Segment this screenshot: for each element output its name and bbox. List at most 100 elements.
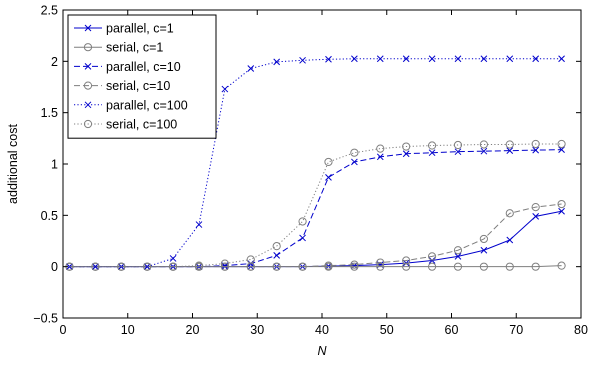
- data-point: [298, 262, 307, 271]
- x-tick-label: 80: [574, 323, 588, 337]
- data-point: [427, 252, 437, 261]
- data-point: [92, 263, 99, 271]
- data-point-stroke: [143, 263, 151, 271]
- data-point-stroke: [299, 56, 306, 64]
- y-tick-label: 0.5: [41, 209, 58, 223]
- data-point-stroke: [506, 236, 514, 244]
- data-point: [273, 252, 281, 259]
- data-point: [453, 262, 463, 271]
- y-axis-label: additional cost: [6, 124, 20, 204]
- data-point-stroke: [376, 55, 384, 63]
- x-axis-label: N: [317, 344, 327, 358]
- data-point-stroke: [532, 213, 540, 220]
- data-point: [402, 55, 410, 63]
- data-point: [557, 199, 566, 209]
- data-point: [402, 256, 411, 265]
- data-point-stroke: [351, 158, 358, 166]
- x-tick-label: 50: [380, 323, 394, 337]
- data-point-stroke: [428, 257, 436, 264]
- data-point-stroke: [558, 207, 565, 215]
- legend: parallel, c=1 serial, c=1 parallel, c=10 se…: [67, 14, 217, 139]
- data-point-stroke: [84, 63, 92, 70]
- data-point: [351, 55, 358, 63]
- data-point-stroke: [428, 149, 436, 157]
- data-point: [479, 140, 488, 149]
- data-point-stroke: [454, 148, 462, 156]
- data-point: [532, 213, 540, 220]
- data-point: [221, 85, 229, 93]
- y-tick-label: −0.5: [33, 312, 58, 326]
- data-point: [557, 261, 566, 270]
- data-point: [480, 147, 488, 155]
- data-point-stroke: [325, 173, 332, 181]
- data-point: [298, 217, 307, 226]
- data-point-stroke: [84, 24, 92, 32]
- data-point: [324, 261, 333, 270]
- data-point: [531, 203, 540, 212]
- data-point: [479, 262, 488, 271]
- data-point: [453, 246, 463, 255]
- data-point: [83, 81, 93, 90]
- legend-label: parallel, c=10: [106, 60, 181, 74]
- data-point-stroke: [325, 55, 332, 63]
- data-point: [376, 262, 385, 271]
- data-point-stroke: [532, 146, 540, 154]
- data-point: [220, 262, 229, 271]
- legend-item: parallel, c=10: [74, 60, 181, 74]
- data-point-stroke: [454, 253, 462, 260]
- data-point-stroke: [480, 246, 488, 254]
- data-point: [299, 56, 306, 64]
- data-point-stroke: [506, 55, 514, 63]
- data-point: [505, 209, 514, 218]
- data-point: [532, 146, 540, 154]
- data-point: [531, 262, 540, 271]
- data-point-stroke: [402, 55, 410, 63]
- data-point-stroke: [273, 252, 281, 259]
- legend-item: parallel, c=100: [74, 98, 188, 112]
- data-point: [83, 43, 93, 52]
- data-point: [247, 65, 255, 72]
- data-point: [272, 242, 281, 251]
- data-point: [194, 261, 204, 270]
- data-point: [506, 55, 514, 63]
- data-point: [325, 262, 332, 270]
- data-point: [480, 246, 488, 254]
- data-point: [220, 259, 229, 268]
- data-point: [402, 150, 410, 158]
- data-point: [351, 158, 358, 166]
- x-tick-label: 70: [509, 323, 523, 337]
- data-point-stroke: [480, 55, 488, 63]
- data-point-stroke: [247, 65, 255, 72]
- legend-label: parallel, c=100: [106, 98, 188, 112]
- data-point: [350, 262, 359, 271]
- legend-item: serial, c=1: [74, 41, 163, 55]
- data-point: [84, 63, 92, 70]
- legend-item: serial, c=100: [74, 118, 177, 132]
- data-point: [558, 55, 565, 63]
- data-point: [376, 258, 385, 267]
- data-point: [453, 140, 463, 150]
- data-point: [558, 207, 565, 215]
- data-point-stroke: [454, 55, 462, 63]
- data-point-stroke: [273, 58, 281, 66]
- y-tick-label: 2.5: [41, 4, 58, 18]
- legend-box: [67, 14, 217, 139]
- data-point: [376, 153, 384, 161]
- data-point-stroke: [480, 147, 488, 155]
- data-point: [376, 144, 385, 153]
- data-point-stroke: [169, 255, 177, 262]
- data-point: [273, 58, 281, 66]
- legend-item: parallel, c=1: [74, 22, 174, 36]
- data-point-stroke: [299, 234, 306, 242]
- series-6: [65, 139, 566, 271]
- data-point: [169, 255, 177, 262]
- data-point: [480, 55, 488, 63]
- x-tick-label: 10: [121, 323, 135, 337]
- data-point-stroke: [376, 153, 384, 161]
- data-point-stroke: [558, 146, 565, 153]
- data-point: [428, 55, 436, 63]
- legend-label: parallel, c=1: [106, 22, 174, 36]
- data-point-stroke: [325, 262, 332, 270]
- data-point: [143, 263, 151, 271]
- data-point-stroke: [402, 150, 410, 158]
